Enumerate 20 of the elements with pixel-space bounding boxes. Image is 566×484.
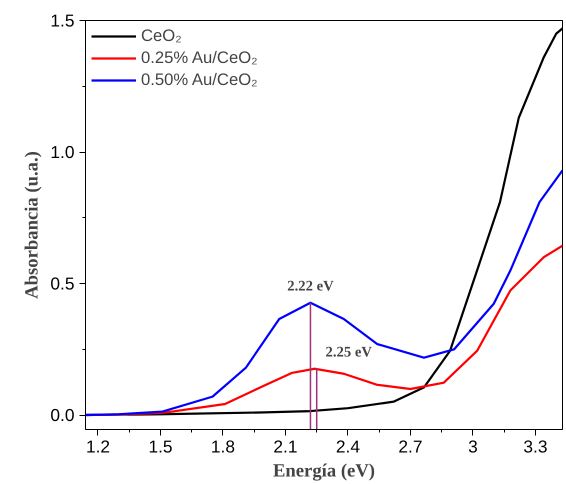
x-tick-label: 2.4 bbox=[336, 436, 360, 456]
y-tick-label: 0.0 bbox=[50, 405, 75, 426]
x-tick-label: 1.5 bbox=[148, 436, 173, 456]
annotation: 2.25 eV bbox=[326, 344, 372, 361]
line-series bbox=[86, 169, 562, 416]
x-axis-title: Energía (eV) bbox=[272, 460, 376, 482]
x-tick-label: 2.1 bbox=[273, 436, 298, 456]
legend-label: CeO₂ bbox=[141, 26, 182, 46]
y-tick-label: 0.5 bbox=[50, 274, 75, 294]
annotation: 2.22 eV bbox=[287, 278, 334, 295]
legend-label: 0.25% Au/CeO₂ bbox=[141, 48, 258, 68]
y-tick-label: 1.5 bbox=[50, 10, 75, 30]
y-tick-label: 1.0 bbox=[50, 142, 75, 162]
x-tick-label: 2.7 bbox=[398, 436, 422, 456]
y-axis-title: Absorbancia (u.a.) bbox=[21, 151, 42, 299]
x-tick-label: 1.8 bbox=[210, 436, 236, 456]
x-tick-label: 1.2 bbox=[86, 436, 110, 456]
legend-label: 0.50% Au/CeO₂ bbox=[141, 70, 258, 90]
x-tick-label: 3 bbox=[468, 436, 478, 456]
x-tick-label: 3.3 bbox=[523, 436, 548, 456]
